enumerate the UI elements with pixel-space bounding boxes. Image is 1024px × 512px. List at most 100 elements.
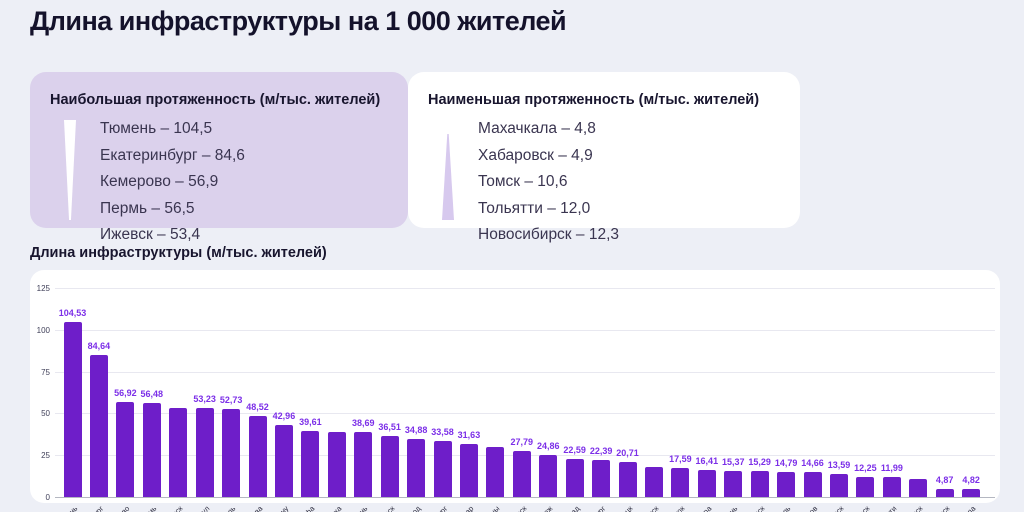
gridline: [55, 413, 995, 415]
bar-value-label: 22,39: [589, 445, 613, 456]
bar-value-label: 33,58: [431, 426, 454, 437]
bar-value-label: 16,41: [695, 455, 719, 466]
list-item: Томск – 10,6: [478, 173, 568, 190]
bar-value-label: 15,29: [748, 457, 771, 468]
bar: [142, 402, 161, 497]
bar: [803, 472, 822, 497]
bar: [274, 425, 293, 497]
smallest-card-title: Наименьшая протяженность (м/тыс. жителей…: [428, 92, 760, 108]
bar: [407, 438, 426, 497]
bar: [565, 459, 584, 497]
bar-value-label: 13,59: [827, 460, 851, 471]
list-item: Кемерово – 56,9: [100, 173, 219, 190]
bar-value-label: 56,48: [140, 388, 164, 399]
summary-cards-row: Наибольшая протяженность (м/тыс. жителей…: [30, 72, 800, 243]
bar: [512, 450, 531, 497]
smallest-length-card: Наименьшая протяженность (м/тыс. жителей…: [408, 72, 800, 243]
smallest-card-body: Махачкала – 4,8 Хабаровск – 4,9 Томск – 10…: [428, 116, 790, 249]
bar-value-label: 24,86: [536, 441, 560, 452]
bar: [63, 322, 82, 497]
bar-value-label: 84,64: [87, 341, 111, 352]
bar-value-label: 38,69: [351, 418, 375, 429]
bar: [829, 474, 848, 497]
down-spike-icon: [64, 120, 76, 220]
bar-value-label: 42,96: [272, 411, 296, 422]
list-item: Тольятти – 12,0: [478, 199, 591, 217]
y-tick-label: 0: [45, 493, 50, 502]
x-axis-line: [55, 497, 995, 498]
gridline: [55, 288, 995, 289]
bar: [909, 479, 928, 497]
bar: [750, 471, 769, 497]
up-spike-icon: [442, 134, 454, 220]
bar-value-label: 4,82: [962, 474, 980, 485]
y-tick-label: 125: [36, 284, 50, 293]
bar: [89, 355, 108, 497]
chart-title: Длина инфраструктуры (м/тыс. жителей): [30, 245, 327, 261]
bar-value-label: 17,59: [669, 453, 692, 464]
largest-city-list: Тюмень – 104,5 Екатеринбург – 84,6 Кемеров…: [100, 116, 245, 249]
y-tick-label: 25: [41, 451, 50, 461]
gridline: [55, 329, 995, 331]
bar-value-label: 36,51: [378, 421, 401, 432]
bar-value-label: 12,25: [854, 462, 877, 473]
bar-value-label: 11,99: [880, 462, 903, 473]
bar: [697, 469, 716, 497]
smallest-city-list: Махачкала – 4,8 Хабаровск – 4,9 Томск – 10…: [478, 116, 619, 249]
bar: [301, 430, 320, 497]
bar: [248, 415, 267, 497]
y-tick-label: 100: [36, 325, 50, 335]
list-item: Пермь – 56,5: [100, 199, 195, 217]
bar-value-label: 53,23: [193, 393, 216, 404]
largest-card-title: Наибольшая протяженность (м/тыс. жителей…: [50, 92, 381, 108]
y-tick-label: 75: [41, 367, 50, 377]
gridline: [55, 371, 995, 373]
bar: [777, 472, 796, 497]
bar: [327, 431, 346, 497]
list-item: Ижевск – 53,4: [100, 226, 201, 243]
bar: [724, 471, 743, 497]
page-title: Длина инфраструктуры на 1 000 жителей: [30, 6, 567, 36]
bar: [169, 407, 188, 497]
bar-value-label: 22,59: [563, 445, 586, 456]
bar-value-label: 15,37: [721, 457, 745, 468]
bar-value-label: 39,61: [299, 416, 322, 427]
largest-length-card: Наибольшая протяженность (м/тыс. жителей…: [30, 72, 408, 243]
bar: [459, 444, 478, 497]
list-item: Тюмень – 104,5: [100, 120, 213, 137]
bar-value-label: 27,79: [510, 436, 534, 447]
list-item: Хабаровск – 4,9: [478, 146, 593, 164]
bar-value-label: 20,71: [616, 448, 639, 459]
bar-value-label: 56,92: [114, 387, 137, 398]
bar-value-label: 31,63: [457, 430, 481, 441]
bar: [882, 476, 901, 497]
bar: [380, 435, 399, 497]
bar-value-label: 4,87: [935, 474, 954, 485]
bar-value-label: 48,52: [246, 401, 269, 412]
bar: [644, 466, 663, 497]
bar: [116, 401, 135, 497]
bar: [486, 447, 505, 497]
bar-value-label: 14,79: [774, 458, 798, 469]
bar: [856, 476, 875, 497]
bar: [195, 407, 214, 497]
bar: [618, 462, 637, 497]
bar-value-label: 104,53: [58, 308, 87, 319]
list-item: Новосибирск – 12,3: [478, 226, 619, 243]
bar: [433, 440, 452, 497]
bar: [592, 459, 611, 497]
bar-value-label: 14,66: [801, 458, 824, 469]
bar-value-label: 52,73: [219, 394, 243, 405]
bar: [935, 488, 954, 497]
bar: [222, 408, 241, 497]
bar: [962, 488, 981, 497]
list-item: Екатеринбург – 84,6: [100, 146, 245, 164]
x-axis-category-label: Тюмень: [13, 504, 79, 512]
bar: [671, 467, 690, 497]
largest-card-body: Тюмень – 104,5 Екатеринбург – 84,6 Кемеров…: [50, 116, 398, 249]
bar-value-label: 34,88: [404, 424, 428, 435]
list-item: Махачкала – 4,8: [478, 120, 596, 137]
bar: [539, 455, 558, 497]
bar: [354, 432, 373, 497]
